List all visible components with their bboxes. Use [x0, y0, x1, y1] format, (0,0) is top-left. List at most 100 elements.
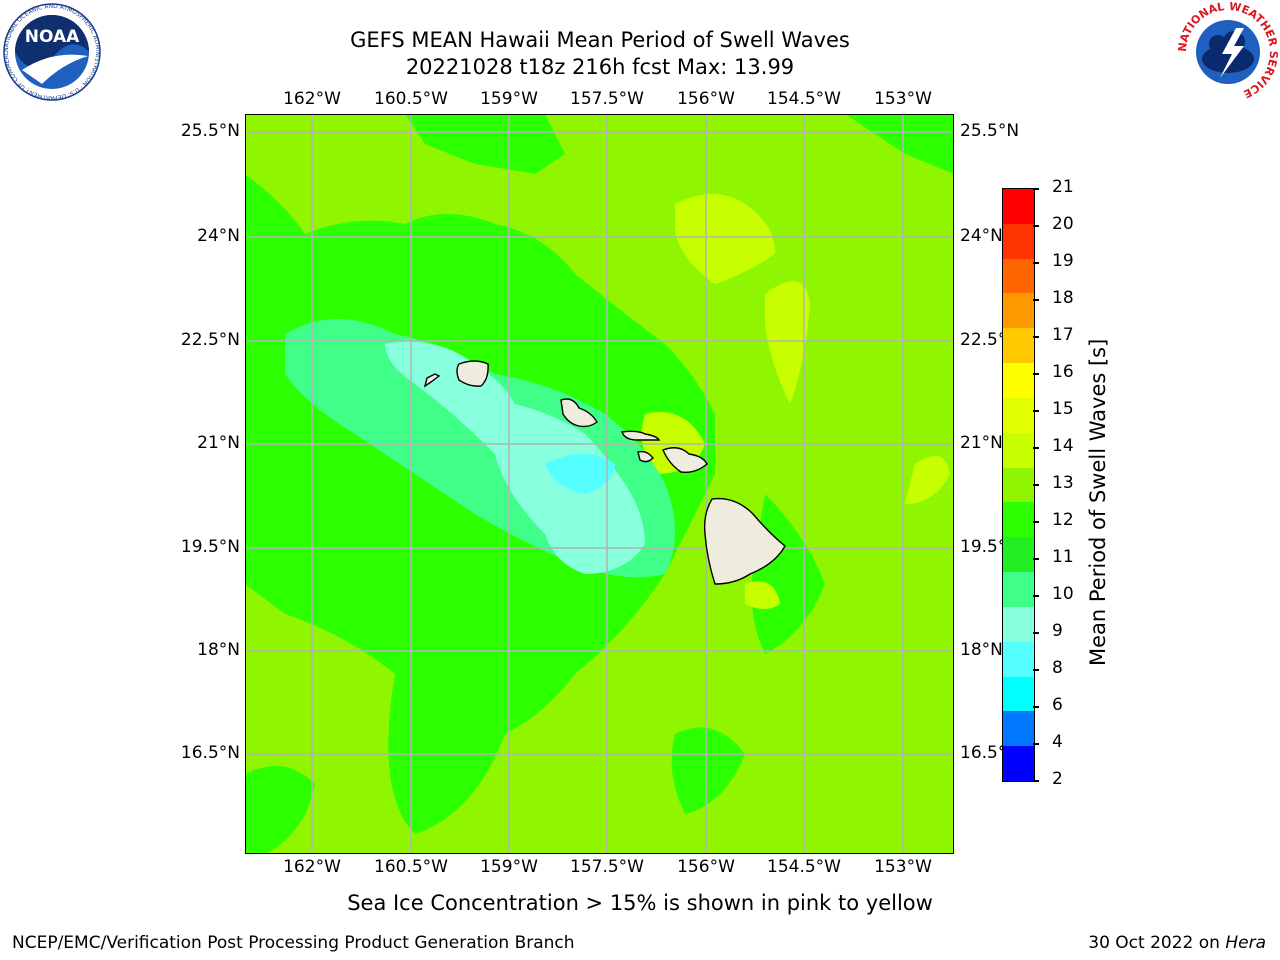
colorbar-tick-mark: [1033, 373, 1039, 375]
colorbar-segment: [1003, 363, 1034, 399]
lat-tick-left: 22.5°N: [180, 330, 240, 350]
machine-name: Hera: [1225, 933, 1266, 953]
colorbar-tick-mark: [1033, 669, 1039, 671]
map-title: GEFS MEAN Hawaii Mean Period of Swell Wa…: [350, 28, 850, 52]
lon-tick-top: 156°W: [677, 89, 735, 109]
colorbar-segment: [1003, 537, 1034, 573]
colorbar-tick-label: 14: [1052, 436, 1074, 456]
colorbar-tick-label: 15: [1052, 399, 1074, 419]
lon-tick-bottom: 154.5°W: [767, 857, 841, 877]
colorbar-segment: [1003, 397, 1034, 434]
lon-tick-top: 153°W: [874, 89, 932, 109]
map-panel: [245, 114, 954, 854]
lon-tick-bottom: 160.5°W: [374, 857, 448, 877]
hawaii-big-island: [703, 497, 786, 585]
colorbar-tick-label: 12: [1052, 510, 1074, 530]
colorbar-label: Mean Period of Swell Waves [s]: [1086, 338, 1110, 666]
lon-tick-top: 157.5°W: [570, 89, 644, 109]
oahu-island: [560, 398, 598, 428]
kauai-island: [456, 360, 489, 387]
colorbar-tick-label: 2: [1052, 769, 1063, 789]
colorbar-tick-label: 4: [1052, 732, 1063, 752]
colorbar-segment: [1003, 467, 1034, 503]
colorbar-tick-mark: [1033, 743, 1039, 745]
colorbar-segment: [1003, 328, 1034, 364]
colorbar-tick-mark: [1033, 410, 1039, 412]
colorbar-tick-mark: [1033, 632, 1039, 634]
colorbar-tick-mark: [1033, 521, 1039, 523]
colorbar-tick-mark: [1033, 225, 1039, 227]
colorbar-tick-mark: [1033, 336, 1039, 338]
colorbar-segment: [1003, 293, 1034, 329]
colorbar-tick-mark: [1033, 299, 1039, 301]
colorbar-segment: [1003, 676, 1034, 712]
molokai-island: [621, 430, 661, 441]
colorbar-segment: [1003, 641, 1034, 678]
colorbar-segment: [1003, 746, 1034, 781]
colorbar-tick-mark: [1033, 484, 1039, 486]
colorbar-segment: [1003, 606, 1034, 643]
colorbar-segment: [1003, 189, 1034, 225]
colorbar-segment: [1003, 432, 1034, 469]
colorbar-segment: [1003, 258, 1034, 294]
hawaiian-islands: [423, 360, 786, 585]
lon-tick-bottom: 162°W: [283, 857, 341, 877]
nws-logo: NATIONAL WEATHER SERVICE: [1178, 2, 1278, 100]
maui-island: [662, 447, 708, 474]
colorbar-tick-label: 10: [1052, 584, 1074, 604]
lat-tick-right: 24°N: [960, 226, 1003, 246]
colorbar-tick-mark: [1033, 780, 1039, 782]
date-stamp: 30 Oct 2022 on Hera: [1088, 933, 1266, 953]
colorbar-tick-label: 13: [1052, 473, 1074, 493]
credit-text: NCEP/EMC/Verification Post Processing Pr…: [12, 933, 575, 953]
colorbar-tick-mark: [1033, 188, 1039, 190]
lat-tick-left: 16.5°N: [180, 743, 240, 763]
lon-tick-bottom: 153°W: [874, 857, 932, 877]
swell-period-9-10-s: [385, 341, 645, 574]
lon-tick-bottom: 156°W: [677, 857, 735, 877]
colorbar-tick-label: 11: [1052, 547, 1074, 567]
colorbar-tick-label: 9: [1052, 621, 1063, 641]
lon-tick-top: 160.5°W: [374, 89, 448, 109]
colorbar-tick-label: 6: [1052, 695, 1063, 715]
lat-tick-left: 18°N: [197, 640, 240, 660]
lon-tick-bottom: 159°W: [480, 857, 538, 877]
lat-tick-right: 25.5°N: [960, 121, 1020, 141]
colorbar-tick-label: 8: [1052, 658, 1063, 678]
lon-tick-bottom: 157.5°W: [570, 857, 644, 877]
lat-tick-left: 19.5°N: [180, 537, 240, 557]
sea-ice-note: Sea Ice Concentration > 15% is shown in …: [347, 891, 933, 915]
swell-period-13-14-s: [641, 194, 950, 609]
lat-tick-left: 21°N: [197, 433, 240, 453]
colorbar-tick-label: 20: [1052, 214, 1074, 234]
colorbar-segment: [1003, 572, 1034, 608]
colorbar-tick-mark: [1033, 706, 1039, 708]
niihau-island: [423, 373, 441, 388]
colorbar-ticks: 21 20 19 18 17 16 15 14 13 12 11 10 9 8 6 4 2: [1033, 177, 1096, 789]
colorbar-tick-label: 19: [1052, 251, 1074, 271]
noaa-logo: NATIONAL OCEANIC AND ATMOSPHERIC ADMINIS…: [2, 2, 101, 101]
colorbar-tick-label: 18: [1052, 288, 1074, 308]
colorbar-segment: [1003, 711, 1034, 747]
colorbar: [1002, 188, 1035, 782]
lat-tick-right: 21°N: [960, 433, 1003, 453]
lat-tick-right: 18°N: [960, 640, 1003, 660]
colorbar-segment: [1003, 223, 1034, 260]
swell-period-8-9-s: [545, 454, 615, 494]
lanai-island: [637, 450, 654, 463]
colorbar-tick-mark: [1033, 558, 1039, 560]
lat-tick-left: 25.5°N: [180, 121, 240, 141]
svg-text:NOAA: NOAA: [25, 27, 80, 47]
lat-tick-left: 24°N: [197, 226, 240, 246]
colorbar-tick-mark: [1033, 447, 1039, 449]
colorbar-tick-mark: [1033, 595, 1039, 597]
colorbar-tick-label: 21: [1052, 177, 1074, 197]
map-gridlines: [245, 114, 954, 854]
lon-tick-top: 159°W: [480, 89, 538, 109]
map-subtitle: 20221028 t18z 216h fcst Max: 13.99: [405, 55, 795, 79]
colorbar-segment: [1003, 502, 1034, 538]
lon-tick-top: 162°W: [283, 89, 341, 109]
colorbar-tick-mark: [1033, 262, 1039, 264]
colorbar-tick-label: 17: [1052, 325, 1074, 345]
date-text: 30 Oct 2022 on: [1088, 933, 1220, 953]
